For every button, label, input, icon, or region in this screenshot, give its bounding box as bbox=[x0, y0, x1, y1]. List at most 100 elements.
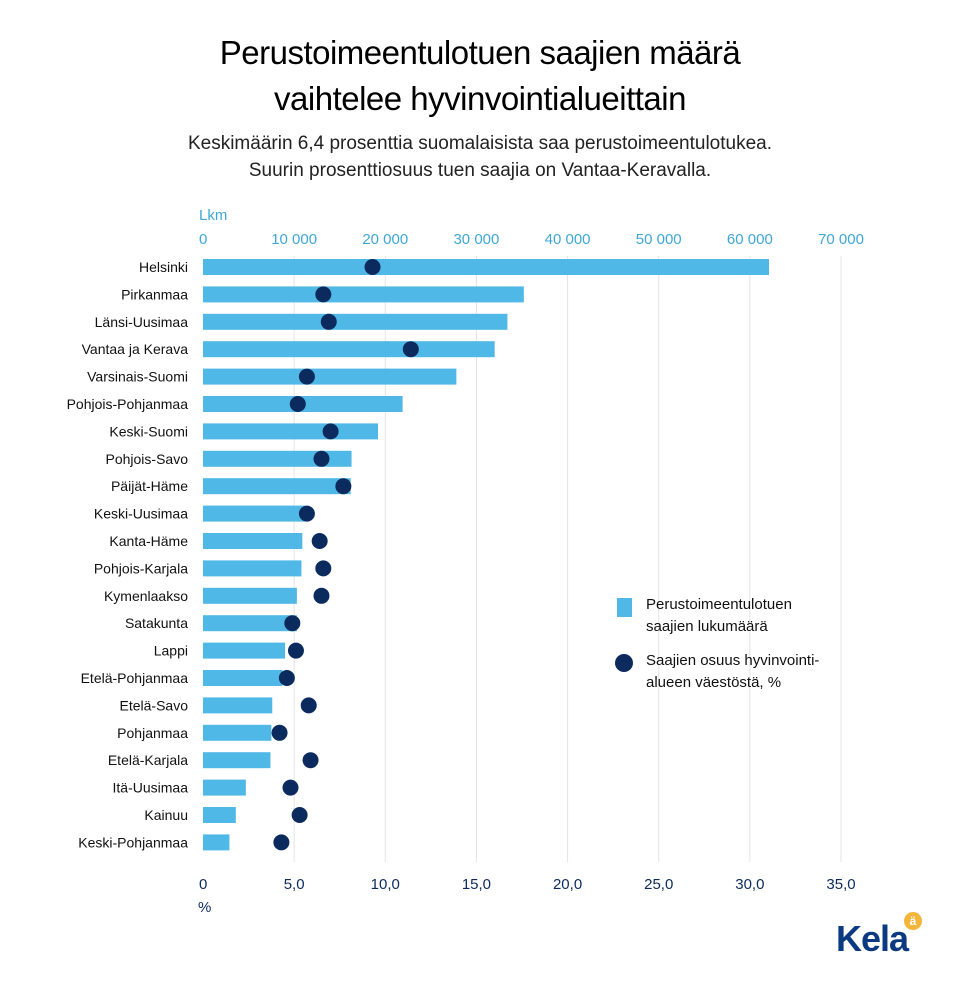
dot-share bbox=[315, 286, 332, 303]
dot-share bbox=[287, 642, 304, 659]
dot-share bbox=[284, 615, 301, 632]
top-axis-tick-label: 10 000 bbox=[271, 231, 317, 248]
dot-share bbox=[313, 587, 330, 604]
legend-dot-swatch bbox=[615, 654, 633, 672]
dot-share bbox=[273, 834, 290, 851]
chart-title-line-1: Perustoimeentulotuen saajien määrä bbox=[219, 34, 741, 71]
category-label: Keski-Pohjanmaa bbox=[78, 834, 188, 850]
category-label: Pirkanmaa bbox=[121, 286, 188, 302]
bar-count bbox=[203, 807, 236, 823]
bottom-axis-tick-label: 10,0 bbox=[371, 876, 400, 893]
bar-count bbox=[203, 697, 273, 714]
dot-share bbox=[298, 505, 315, 522]
chart-subtitle-line-1: Keskimäärin 6,4 prosenttia suomalaisista… bbox=[187, 133, 773, 154]
category-label: Keski-Suomi bbox=[109, 423, 188, 439]
category-label: Lappi bbox=[154, 643, 188, 659]
category-label: Kymenlaakso bbox=[104, 588, 188, 604]
logo-text: Kela bbox=[836, 918, 909, 959]
category-label: Etelä-Pohjanmaa bbox=[81, 670, 189, 686]
bottom-axis-tick-label: 5,0 bbox=[284, 876, 305, 893]
legend-bar-swatch bbox=[617, 598, 632, 617]
top-axis-title: Lkm bbox=[199, 207, 227, 224]
bottom-axis-tick-label: 15,0 bbox=[462, 876, 491, 893]
bar-count bbox=[203, 752, 271, 769]
dot-share bbox=[335, 478, 352, 495]
category-label: Pohjois-Karjala bbox=[94, 560, 188, 576]
category-label: Vantaa ja Kerava bbox=[82, 341, 189, 357]
dot-share bbox=[271, 724, 288, 741]
bar-count bbox=[203, 642, 286, 659]
top-axis-tick-label: 60 000 bbox=[727, 231, 773, 248]
dot-share bbox=[300, 697, 317, 714]
category-label: Varsinais-Suomi bbox=[87, 369, 188, 385]
bottom-axis-tick-label: 25,0 bbox=[644, 876, 673, 893]
bar-count bbox=[203, 724, 272, 741]
legend-label-line: saajien lukumäärä bbox=[646, 618, 768, 635]
bar-count bbox=[203, 587, 297, 604]
top-axis-tick-label: 30 000 bbox=[453, 231, 499, 248]
legend-label-share: Saajien osuus hyvinvointi-alueen väestös… bbox=[646, 650, 819, 694]
category-label: Keski-Uusimaa bbox=[94, 506, 188, 522]
bar-count bbox=[203, 834, 230, 851]
dot-share bbox=[302, 752, 319, 769]
dot-share bbox=[289, 396, 306, 412]
bar-count bbox=[203, 313, 508, 330]
bar-count bbox=[203, 368, 457, 385]
dot-share bbox=[278, 670, 295, 686]
bar-count bbox=[203, 450, 352, 467]
chart-subtitle-line-2: Suurin prosenttiosuus tuen saajia on Van… bbox=[248, 160, 712, 181]
bar-count bbox=[203, 423, 378, 440]
category-label: Pohjois-Savo bbox=[106, 451, 189, 467]
category-label: Helsinki bbox=[139, 259, 188, 275]
chart-title: Perustoimeentulotuen saajien määrä vaiht… bbox=[0, 30, 960, 122]
top-axis-tick-label: 70 000 bbox=[818, 231, 864, 248]
bottom-axis-tick-label: 30,0 bbox=[735, 876, 764, 893]
category-label: Itä-Uusimaa bbox=[113, 780, 189, 796]
dot-share bbox=[320, 313, 337, 330]
chart-title-line-2: vaihtelee hyvinvointialueittain bbox=[274, 80, 686, 117]
dot-share bbox=[364, 259, 381, 275]
legend-item-share: Saajien osuus hyvinvointi-alueen väestös… bbox=[612, 650, 852, 694]
legend-label-line: alueen väestöstä, % bbox=[646, 674, 782, 691]
legend-label-count: Perustoimeentulotuen saajien lukumäärä bbox=[646, 594, 792, 638]
category-label: Pohjois-Pohjanmaa bbox=[67, 396, 189, 412]
category-label: Satakunta bbox=[125, 615, 188, 631]
category-label: Etelä-Savo bbox=[120, 697, 189, 713]
dot-share bbox=[315, 560, 332, 577]
category-label: Länsi-Uusimaa bbox=[95, 314, 189, 330]
legend: Perustoimeentulotuen saajien lukumäärä Sa… bbox=[612, 594, 852, 706]
bar-count bbox=[203, 533, 303, 549]
top-axis-tick-label: 40 000 bbox=[545, 231, 591, 248]
bar-count bbox=[203, 478, 351, 495]
bottom-axis-tick-label: 20,0 bbox=[553, 876, 582, 893]
category-label: Etelä-Karjala bbox=[108, 752, 188, 768]
top-axis-tick-label: 20 000 bbox=[362, 231, 408, 248]
category-label: Kanta-Häme bbox=[109, 533, 188, 549]
dot-share bbox=[402, 341, 419, 358]
chart-subtitle: Keskimäärin 6,4 prosenttia suomalaisista… bbox=[0, 130, 960, 184]
dot-share bbox=[298, 368, 315, 385]
category-label: Päijät-Häme bbox=[111, 478, 188, 494]
bottom-axis-title: % bbox=[198, 899, 211, 916]
bottom-axis-tick-label: 35,0 bbox=[826, 876, 855, 893]
legend-item-count: Perustoimeentulotuen saajien lukumäärä bbox=[612, 594, 852, 638]
bar-count bbox=[203, 615, 297, 632]
dot-share bbox=[322, 423, 339, 440]
bottom-axis-tick-label: 0 bbox=[199, 876, 207, 893]
dot-share bbox=[282, 779, 299, 796]
legend-label-line: Perustoimeentulotuen bbox=[646, 596, 792, 613]
bar-count bbox=[203, 286, 524, 303]
bar-count bbox=[203, 341, 495, 358]
dot-share bbox=[311, 533, 328, 549]
bar-count bbox=[203, 259, 769, 275]
top-axis-tick-label: 50 000 bbox=[636, 231, 682, 248]
bar-count bbox=[203, 670, 283, 686]
dot-share bbox=[313, 450, 330, 467]
category-label: Pohjanmaa bbox=[117, 725, 188, 741]
category-label: Kainuu bbox=[144, 807, 188, 823]
legend-label-line: Saajien osuus hyvinvointi- bbox=[646, 652, 820, 669]
dot-share bbox=[291, 807, 308, 823]
top-axis-tick-label: 0 bbox=[199, 231, 207, 248]
bar-count bbox=[203, 779, 246, 796]
